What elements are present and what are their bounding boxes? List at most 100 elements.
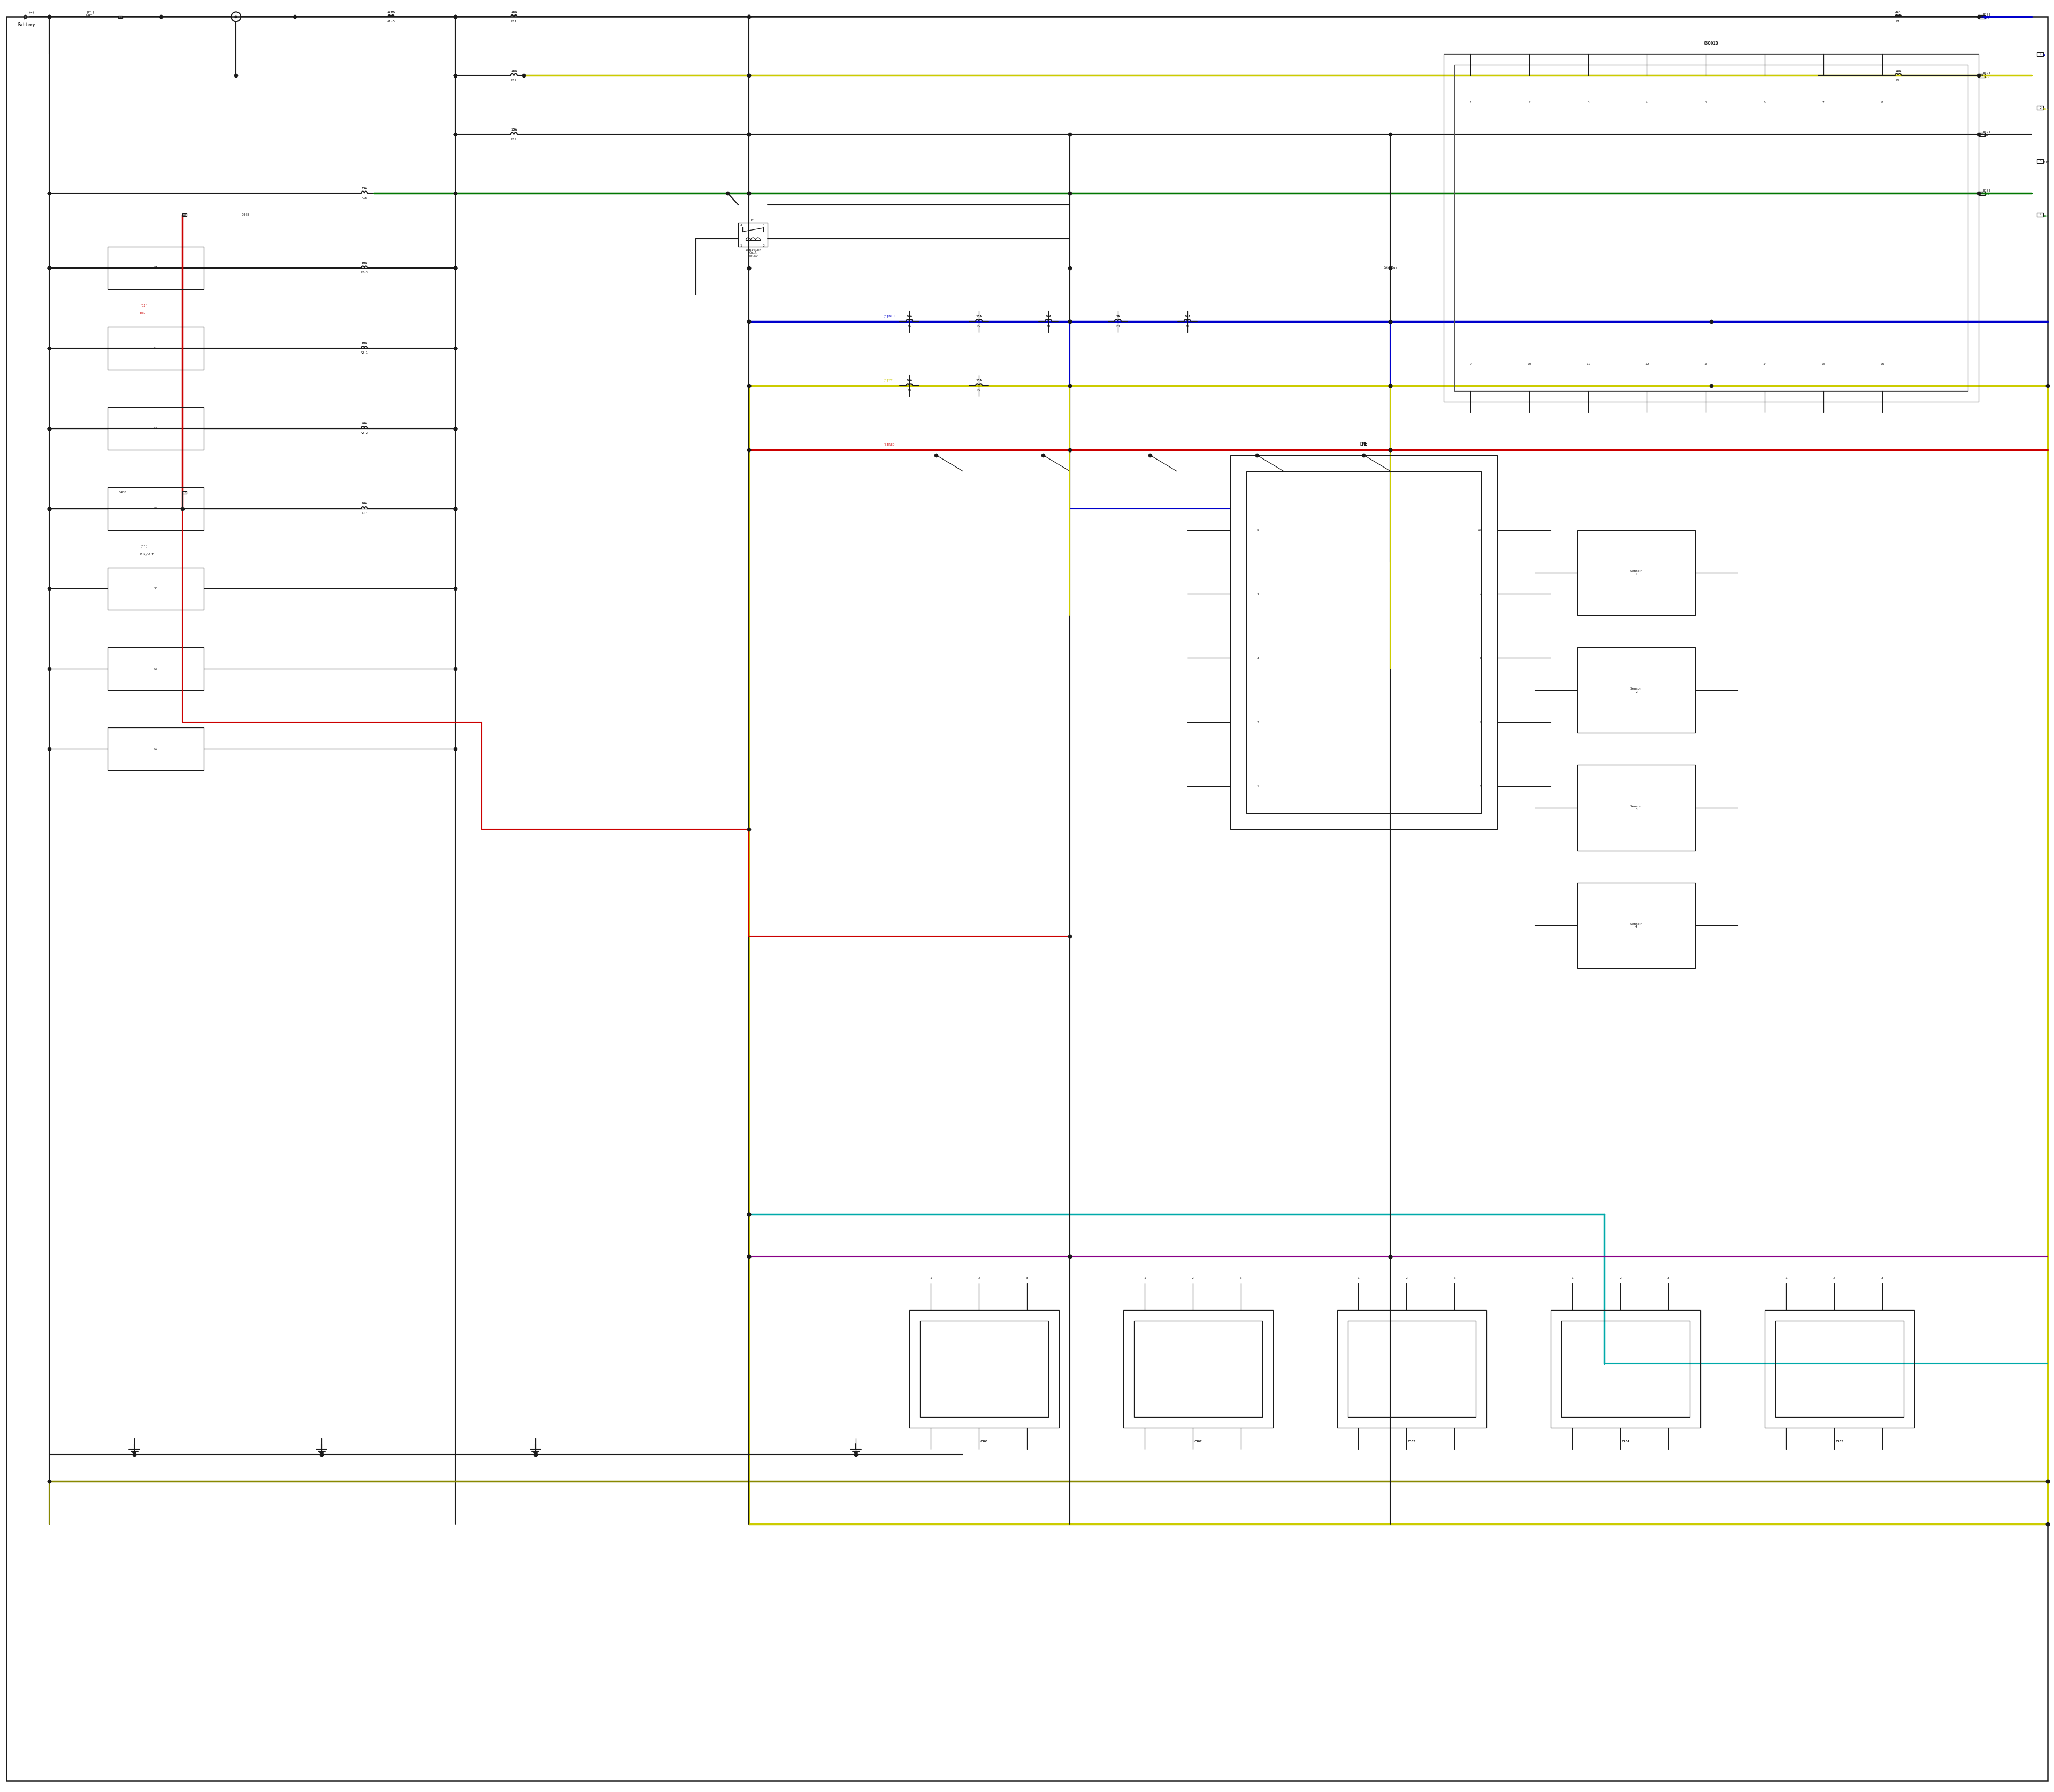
Text: A29: A29 bbox=[511, 138, 518, 140]
Bar bbox=[1978, 192, 1984, 195]
Text: A22: A22 bbox=[511, 79, 518, 82]
Text: [E1]: [E1] bbox=[86, 11, 94, 13]
Text: DME: DME bbox=[1360, 443, 1368, 446]
Bar bbox=[1978, 14, 1984, 18]
Text: GRN: GRN bbox=[2042, 215, 2048, 217]
Text: 11: 11 bbox=[1586, 362, 1590, 366]
Text: F5: F5 bbox=[1185, 324, 1189, 328]
Text: 40A: 40A bbox=[362, 423, 368, 425]
Text: C303: C303 bbox=[1407, 1439, 1415, 1443]
Text: 50A: 50A bbox=[362, 342, 368, 344]
Bar bbox=[1337, 1310, 1487, 1428]
Text: 60A: 60A bbox=[362, 262, 368, 265]
Text: [EJ]: [EJ] bbox=[140, 305, 148, 306]
Text: 10A: 10A bbox=[906, 315, 912, 317]
Bar bbox=[2038, 159, 2044, 163]
Text: 20A: 20A bbox=[362, 502, 368, 505]
Bar bbox=[107, 326, 203, 369]
Bar bbox=[737, 222, 768, 247]
Text: [E2]: [E2] bbox=[1982, 72, 1990, 73]
Text: 20A: 20A bbox=[1896, 11, 1902, 13]
Bar bbox=[1764, 1310, 1914, 1428]
Text: F1: F1 bbox=[908, 324, 912, 328]
Text: 15A: 15A bbox=[976, 380, 982, 382]
Text: Battery: Battery bbox=[18, 22, 35, 27]
Bar bbox=[1124, 1310, 1273, 1428]
Text: S4: S4 bbox=[154, 507, 158, 511]
Text: S6: S6 bbox=[154, 667, 158, 670]
Text: A21: A21 bbox=[511, 20, 518, 23]
Text: F2: F2 bbox=[978, 324, 982, 328]
Bar bbox=[107, 247, 203, 289]
Bar bbox=[107, 728, 203, 771]
Text: 10A: 10A bbox=[1045, 315, 1052, 317]
Bar bbox=[1230, 455, 1497, 830]
Text: 10A: 10A bbox=[976, 315, 982, 317]
Bar bbox=[1247, 471, 1481, 814]
Text: 10A: 10A bbox=[1185, 315, 1191, 317]
Text: 13: 13 bbox=[1703, 362, 1707, 366]
Text: WHT: WHT bbox=[2042, 161, 2048, 163]
Text: 5A: 5A bbox=[1115, 315, 1119, 317]
Bar bbox=[107, 407, 203, 450]
Text: A17: A17 bbox=[362, 513, 368, 514]
Bar bbox=[183, 213, 187, 215]
Text: 59: 59 bbox=[1980, 73, 1984, 77]
Text: 15A: 15A bbox=[1896, 70, 1902, 72]
Text: C408: C408 bbox=[119, 491, 127, 495]
Text: RED: RED bbox=[140, 312, 146, 315]
Text: Ignition
Coil
Relay: Ignition Coil Relay bbox=[746, 249, 762, 258]
Text: WHT: WHT bbox=[1984, 134, 1990, 136]
Text: [E2]: [E2] bbox=[1982, 190, 1990, 192]
Text: 10A: 10A bbox=[906, 380, 912, 382]
Text: X60013: X60013 bbox=[1703, 41, 1719, 47]
Text: C302: C302 bbox=[1193, 1439, 1202, 1443]
Text: B2: B2 bbox=[1896, 79, 1900, 82]
Text: A1-5: A1-5 bbox=[386, 20, 394, 23]
Text: [E2]: [E2] bbox=[1982, 13, 1990, 16]
Text: B1: B1 bbox=[1896, 20, 1900, 23]
Text: [E]YEL: [E]YEL bbox=[883, 378, 896, 382]
Bar bbox=[107, 487, 203, 530]
Text: 42: 42 bbox=[1980, 192, 1984, 195]
Bar bbox=[1347, 1321, 1477, 1417]
Bar bbox=[107, 647, 203, 690]
Text: YEL: YEL bbox=[1984, 75, 1990, 79]
Text: 15: 15 bbox=[183, 213, 187, 215]
Text: A2-2: A2-2 bbox=[359, 432, 368, 434]
Text: A2-1: A2-1 bbox=[359, 351, 368, 355]
Text: [E]BLU: [E]BLU bbox=[883, 315, 896, 317]
Bar bbox=[1978, 73, 1984, 77]
Text: S1: S1 bbox=[154, 267, 158, 269]
Bar bbox=[1551, 1310, 1701, 1428]
Text: BLK/WHT: BLK/WHT bbox=[140, 552, 154, 556]
Text: S3: S3 bbox=[154, 426, 158, 430]
Text: C301: C301 bbox=[980, 1439, 988, 1443]
Bar bbox=[1775, 1321, 1904, 1417]
Text: GRN: GRN bbox=[1984, 194, 1990, 195]
Text: CAN-Bus: CAN-Bus bbox=[1384, 267, 1397, 269]
Text: S7: S7 bbox=[154, 747, 158, 751]
Bar bbox=[1561, 1321, 1690, 1417]
Text: 12: 12 bbox=[1645, 362, 1649, 366]
Text: 15A: 15A bbox=[362, 186, 368, 190]
Text: F4: F4 bbox=[1115, 324, 1119, 328]
Text: 10: 10 bbox=[1528, 362, 1532, 366]
Bar bbox=[2038, 106, 2044, 109]
Text: [E]RED: [E]RED bbox=[883, 443, 896, 446]
Text: Sensor
3: Sensor 3 bbox=[1631, 805, 1643, 810]
Bar bbox=[2038, 213, 2044, 217]
Bar bbox=[2038, 52, 2044, 56]
Text: [EE]: [EE] bbox=[140, 545, 148, 547]
Bar bbox=[1978, 133, 1984, 136]
Bar bbox=[1454, 65, 1968, 391]
Text: A16: A16 bbox=[362, 197, 368, 199]
Text: YEL: YEL bbox=[2042, 108, 2048, 109]
Text: (+): (+) bbox=[29, 11, 35, 14]
Bar bbox=[1134, 1321, 1261, 1417]
Text: 10A: 10A bbox=[511, 129, 518, 131]
Text: 15A: 15A bbox=[511, 70, 518, 72]
Bar bbox=[910, 1310, 1060, 1428]
Text: M4: M4 bbox=[752, 219, 756, 220]
Text: C408: C408 bbox=[242, 213, 249, 215]
